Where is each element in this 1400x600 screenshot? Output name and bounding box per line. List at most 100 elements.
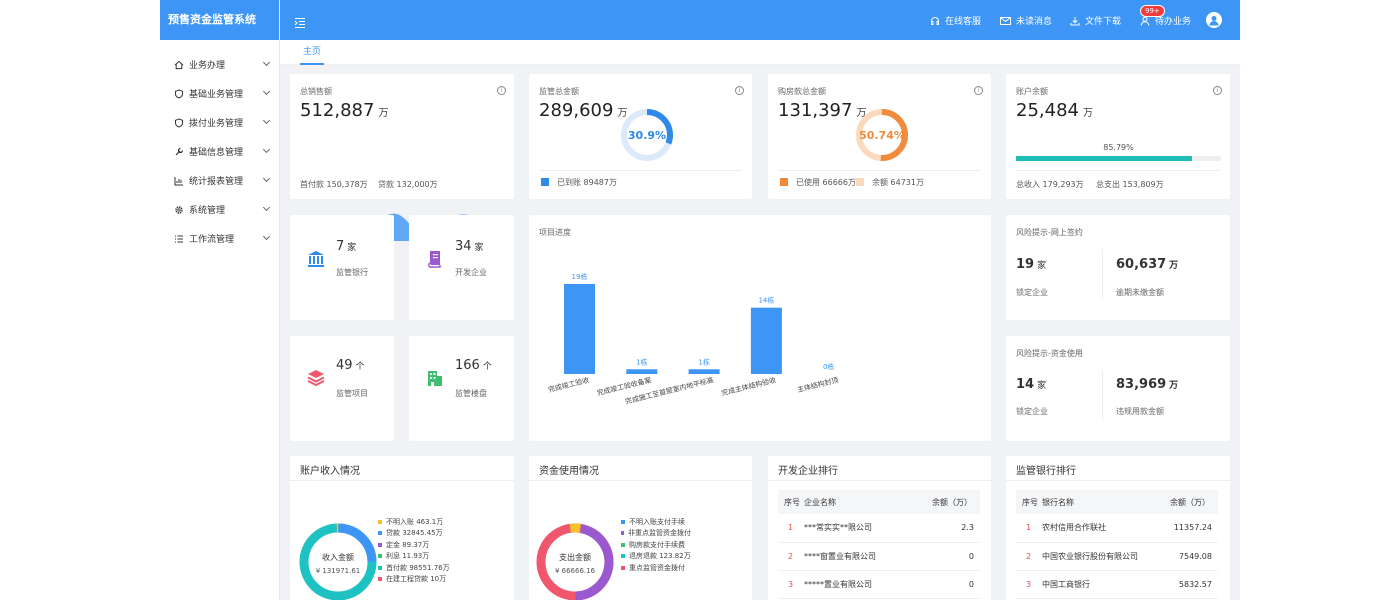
- name-cell: 中国工商银行: [1042, 570, 1160, 599]
- used-legend-label: 已使用 66666万: [796, 178, 856, 187]
- sidebar-item-label: 基础业务管理: [189, 90, 244, 100]
- purchase-percent: 50.74%: [859, 129, 905, 142]
- online-service-button[interactable]: 在线客服: [930, 14, 981, 27]
- unit-label: 万: [378, 108, 389, 119]
- home-icon: [174, 60, 184, 70]
- overdue-amount-label: 逾期未缴金额: [1116, 288, 1164, 297]
- tile-number: 7: [336, 239, 345, 254]
- shield-icon: [174, 88, 184, 99]
- name-cell: ***常实实**限公司: [804, 514, 910, 543]
- account-income-card: 账户收入情况 收入金额 ¥ 131971.61 不明入账 463.1万 贷款 3…: [290, 456, 514, 600]
- file-download-button[interactable]: 文件下载: [1070, 14, 1121, 27]
- unread-messages-button[interactable]: 未读消息: [1000, 14, 1052, 27]
- project-progress-card: 项目进度 19栋 完成竣工验收 1栋 完成竣工验收备案 1栋 完成施工至首层室内地平标高 1…: [529, 215, 991, 441]
- info-icon[interactable]: i: [1213, 86, 1222, 95]
- bar-value-label: 19栋: [572, 272, 588, 281]
- progress-percent-label: 85.79%: [1103, 143, 1134, 152]
- bar-3[interactable]: [688, 369, 720, 374]
- info-icon[interactable]: i: [497, 86, 506, 95]
- gear-icon: [174, 205, 184, 215]
- table-header-row: 序号 银行名称 余额（万）: [1016, 490, 1218, 514]
- sidebar-item-label: 拨付业务管理: [189, 119, 244, 129]
- tab-home[interactable]: 主页: [300, 40, 325, 65]
- total-sales-card: 总销售额 i 512,887 万 首付款 150,378万 贷款 132,000万: [290, 74, 514, 241]
- table-row[interactable]: 3 中国工商银行 5832.57: [1016, 570, 1218, 599]
- sidebar-item-business[interactable]: 业务办理: [160, 50, 279, 79]
- column-header: 银行名称: [1042, 490, 1160, 514]
- remain-legend: 余额 64731万: [856, 177, 924, 188]
- mail-icon: [1000, 16, 1011, 25]
- tile-buildings[interactable]: 166 个 监管楼盘: [409, 336, 514, 441]
- tile-unit: 家: [347, 243, 357, 253]
- rank-cell: 1: [1016, 514, 1042, 543]
- sidebar-item-workflow[interactable]: 工作流管理: [160, 224, 279, 253]
- chevron-down-icon: [262, 232, 271, 241]
- locked-enterprise-label: 锁定企业: [1016, 288, 1048, 297]
- bar-value-label: 0栋: [823, 362, 834, 371]
- name-cell: ****窗置业有限公司: [804, 542, 910, 571]
- total-sales-value: 512,887: [300, 100, 375, 121]
- legend-label: 首付款 98551.76万: [386, 563, 450, 572]
- unit-label: 万: [1169, 381, 1179, 391]
- section-title: 开发企业排行: [778, 466, 838, 477]
- legend-item: 不明入账支付手续: [621, 516, 691, 528]
- category-label: 完成主体结构验收: [720, 375, 777, 397]
- tile-projects[interactable]: 49 个 监管项目: [290, 336, 394, 441]
- down-payment-label: 首付款 150,378万: [300, 180, 368, 189]
- table-row[interactable]: 2 ****窗置业有限公司 0: [778, 542, 980, 571]
- table-row[interactable]: 1 ***常实实**限公司 2.3: [778, 514, 980, 543]
- chevron-down-icon: [262, 87, 271, 96]
- legend-label: 非重点监管资金拨付: [628, 529, 691, 538]
- sidebar-item-basic-business[interactable]: 基础业务管理: [160, 79, 279, 108]
- bar-2[interactable]: [626, 369, 658, 374]
- supervision-donut: 30.9%: [621, 109, 673, 161]
- legend-item: 首付款 98551.76万: [378, 562, 450, 574]
- legend-label: 在建工程贷款 10万: [386, 575, 447, 584]
- overdue-amount-value: 60,637: [1116, 257, 1167, 272]
- table-row[interactable]: 2 中国农业银行股份有限公司 7549.08: [1016, 542, 1218, 571]
- supervision-total-value: 289,609: [539, 100, 614, 121]
- info-icon[interactable]: i: [974, 86, 983, 95]
- bank-ranking-card: 监管银行排行 序号 银行名称 余额（万） 1 农村信用合作联社 11357.24 2…: [1006, 456, 1230, 600]
- avatar[interactable]: [1206, 12, 1222, 28]
- menu-toggle-icon[interactable]: [294, 14, 306, 28]
- purchase-total-value: 131,397: [778, 100, 853, 121]
- sidebar-item-reports[interactable]: 统计报表管理: [160, 166, 279, 195]
- name-cell: *****置业有限公司: [804, 570, 910, 599]
- sidebar-item-disbursement[interactable]: 拨付业务管理: [160, 108, 279, 137]
- usage-legend: 不明入账支付手续 非重点监管资金拨付 购房款支付手续费 退房退款 123.82万…: [621, 516, 691, 574]
- todo-business-label: 待办业务: [1155, 17, 1192, 27]
- unit-label: 万: [1169, 261, 1179, 271]
- usage-center-value: ¥ 66666.16: [555, 567, 596, 575]
- sidebar-item-system[interactable]: 系统管理: [160, 195, 279, 224]
- tile-developers[interactable]: 34 家 开发企业: [409, 215, 514, 320]
- bar-4[interactable]: [750, 307, 782, 374]
- remain-legend-label: 余额 64731万: [872, 178, 924, 187]
- legend-item: 定金 89.37万: [378, 539, 450, 551]
- legend-item: 重点监管资金拨付: [621, 562, 691, 574]
- purchase-total-card: 购房款总金额 i 131,397 万 50.74% 已使用 66666万 余额 6…: [768, 74, 991, 199]
- info-icon[interactable]: i: [735, 86, 744, 95]
- legend-label: 不明入账 463.1万: [386, 517, 444, 526]
- bar-1[interactable]: [564, 284, 595, 374]
- bank-ranking-table: 序号 银行名称 余额（万） 1 农村信用合作联社 11357.24 2 中国农业银行股…: [1016, 490, 1218, 599]
- rank-cell: 2: [778, 542, 804, 571]
- table-row[interactable]: 3 *****置业有限公司 0: [778, 570, 980, 599]
- income-center-label: 收入金额: [322, 552, 354, 562]
- total-expense-label: 总支出 153,809万: [1096, 180, 1164, 189]
- headset-icon: [931, 16, 939, 25]
- table-row[interactable]: 1 农村信用合作联社 11357.24: [1016, 514, 1218, 543]
- sidebar-item-basic-info[interactable]: 基础信息管理: [160, 137, 279, 166]
- rank-cell: 3: [778, 570, 804, 599]
- balance-cell: 5832.57: [1159, 570, 1218, 599]
- locked-enterprise-count: 14: [1016, 377, 1035, 392]
- supervision-percent: 30.9%: [628, 129, 666, 142]
- legend-label: 定金 89.37万: [386, 540, 430, 549]
- category-label: 完成竣工验收: [547, 375, 590, 394]
- balance-progress-bar: [1016, 156, 1221, 161]
- bar-value-label: 1栋: [636, 357, 647, 366]
- usage-donut-chart: 支出金额 ¥ 66666.16: [536, 523, 614, 600]
- bank-icon: [308, 251, 324, 267]
- balance-cell: 2.3: [909, 514, 980, 543]
